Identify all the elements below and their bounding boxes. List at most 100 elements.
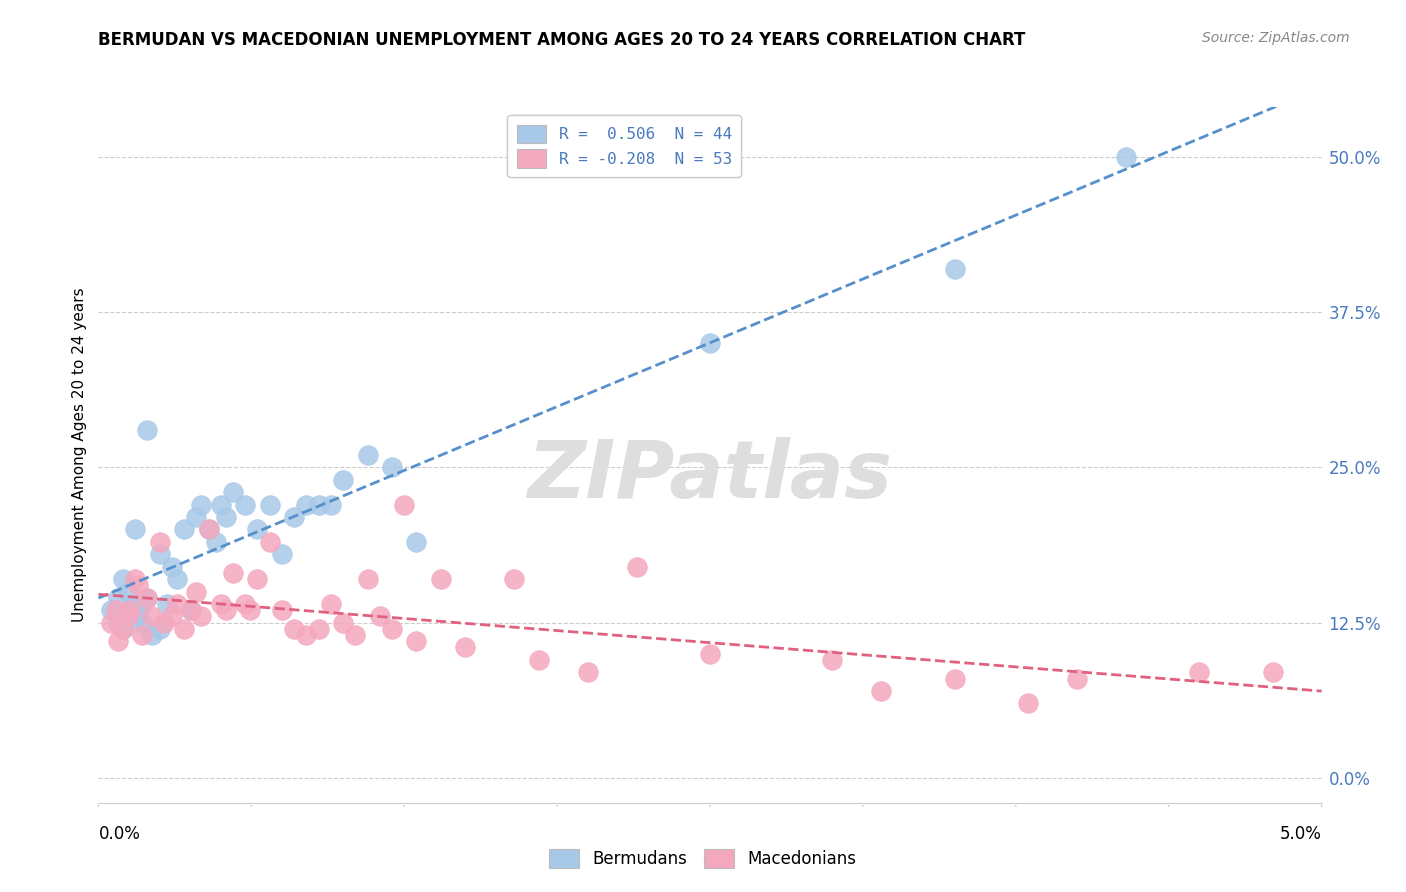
Point: [259, 535, 281, 549]
Point: [136, 591, 159, 605]
Point: [173, 523, 195, 537]
Point: [1261, 665, 1284, 680]
Point: [1188, 665, 1211, 680]
Point: [149, 622, 172, 636]
Point: [186, 584, 208, 599]
Point: [259, 498, 281, 512]
Point: [107, 591, 129, 605]
Point: [107, 615, 129, 630]
Point: [121, 597, 143, 611]
Point: [405, 634, 427, 648]
Point: [160, 609, 183, 624]
Point: [197, 523, 219, 537]
Point: [127, 578, 149, 592]
Point: [270, 547, 294, 561]
Point: [149, 547, 172, 561]
Point: [319, 597, 342, 611]
Point: [209, 597, 232, 611]
Text: Source: ZipAtlas.com: Source: ZipAtlas.com: [1202, 31, 1350, 45]
Point: [149, 535, 172, 549]
Text: 5.0%: 5.0%: [1279, 825, 1322, 843]
Point: [233, 498, 256, 512]
Point: [153, 615, 176, 630]
Point: [246, 523, 269, 537]
Point: [100, 615, 122, 630]
Point: [233, 597, 256, 611]
Point: [576, 665, 599, 680]
Point: [117, 584, 139, 599]
Point: [209, 498, 232, 512]
Point: [392, 498, 416, 512]
Point: [186, 510, 208, 524]
Point: [283, 622, 305, 636]
Point: [222, 485, 245, 500]
Point: [117, 609, 139, 624]
Point: [270, 603, 294, 617]
Point: [156, 597, 179, 611]
Point: [943, 672, 966, 686]
Point: [141, 609, 163, 624]
Point: [1115, 150, 1137, 164]
Point: [943, 261, 966, 276]
Point: [127, 609, 149, 624]
Point: [356, 572, 378, 586]
Point: [166, 572, 188, 586]
Point: [430, 572, 453, 586]
Point: [870, 684, 893, 698]
Point: [527, 653, 550, 667]
Point: [131, 628, 153, 642]
Point: [368, 609, 391, 624]
Point: [821, 653, 844, 667]
Point: [214, 510, 236, 524]
Point: [1066, 672, 1088, 686]
Point: [173, 622, 195, 636]
Text: BERMUDAN VS MACEDONIAN UNEMPLOYMENT AMONG AGES 20 TO 24 YEARS CORRELATION CHART: BERMUDAN VS MACEDONIAN UNEMPLOYMENT AMON…: [98, 31, 1026, 49]
Legend: R =  0.506  N = 44, R = -0.208  N = 53: R = 0.506 N = 44, R = -0.208 N = 53: [508, 115, 741, 178]
Point: [381, 622, 404, 636]
Point: [120, 603, 142, 617]
Point: [1017, 697, 1039, 711]
Point: [136, 423, 159, 437]
Point: [166, 597, 188, 611]
Point: [190, 609, 212, 624]
Point: [699, 647, 721, 661]
Point: [180, 603, 202, 617]
Point: [111, 572, 134, 586]
Point: [124, 523, 146, 537]
Point: [160, 559, 183, 574]
Point: [381, 460, 404, 475]
Point: [124, 572, 146, 586]
Point: [454, 640, 477, 655]
Point: [344, 628, 367, 642]
Point: [626, 559, 648, 574]
Point: [117, 609, 139, 624]
Point: [308, 498, 330, 512]
Point: [180, 603, 202, 617]
Point: [246, 572, 269, 586]
Point: [107, 634, 129, 648]
Point: [308, 622, 330, 636]
Point: [141, 628, 163, 642]
Text: ZIPatlas: ZIPatlas: [527, 437, 893, 515]
Point: [222, 566, 245, 580]
Point: [332, 615, 354, 630]
Point: [405, 535, 427, 549]
Point: [699, 336, 721, 351]
Point: [332, 473, 354, 487]
Point: [319, 498, 342, 512]
Point: [131, 597, 153, 611]
Legend: Bermudans, Macedonians: Bermudans, Macedonians: [543, 842, 863, 875]
Point: [111, 622, 134, 636]
Point: [503, 572, 526, 586]
Point: [214, 603, 236, 617]
Point: [100, 603, 122, 617]
Point: [136, 591, 159, 605]
Point: [239, 603, 262, 617]
Point: [283, 510, 305, 524]
Point: [295, 498, 318, 512]
Point: [356, 448, 378, 462]
Point: [205, 535, 228, 549]
Point: [104, 603, 127, 617]
Point: [197, 523, 219, 537]
Y-axis label: Unemployment Among Ages 20 to 24 years: Unemployment Among Ages 20 to 24 years: [72, 287, 87, 623]
